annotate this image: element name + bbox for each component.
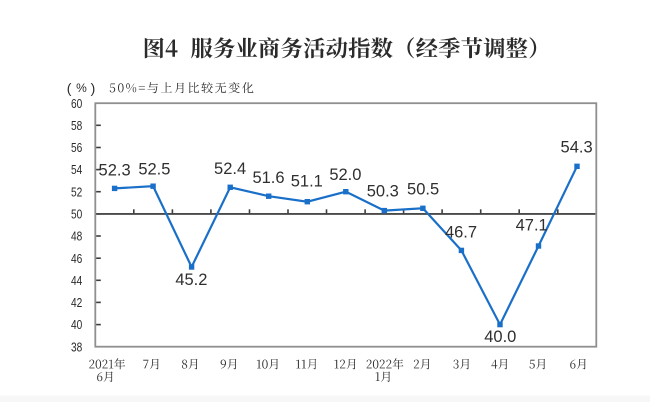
svg-text:52.4: 52.4 [214,160,246,178]
svg-text:50.3: 50.3 [367,182,399,200]
svg-text:51.1: 51.1 [291,173,323,191]
svg-text:54.3: 54.3 [561,139,593,157]
svg-text:50: 50 [71,207,82,222]
svg-text:50.5: 50.5 [407,181,439,199]
svg-text:52.0: 52.0 [329,166,361,184]
svg-text:52.5: 52.5 [138,160,170,178]
svg-text:51.6: 51.6 [252,169,284,187]
svg-text:38: 38 [71,339,82,354]
svg-text:47.1: 47.1 [516,217,548,235]
svg-text:46.7: 46.7 [445,224,477,242]
svg-text:42: 42 [71,295,82,310]
svg-text:40.0: 40.0 [484,328,516,346]
svg-text:%: % [76,81,87,95]
svg-text:48: 48 [71,229,82,244]
svg-text:56: 56 [71,140,82,155]
svg-text:40: 40 [71,317,82,332]
svg-text:60: 60 [71,96,82,111]
svg-text:52.3: 52.3 [99,162,131,180]
svg-text:): ) [91,80,96,96]
svg-text:52: 52 [71,184,82,199]
svg-text:58: 58 [71,118,82,133]
svg-text:46: 46 [71,251,82,266]
svg-text:44: 44 [71,273,82,288]
svg-text:45.2: 45.2 [175,271,207,289]
svg-text:(: ( [67,80,72,96]
svg-text:54: 54 [71,162,82,177]
